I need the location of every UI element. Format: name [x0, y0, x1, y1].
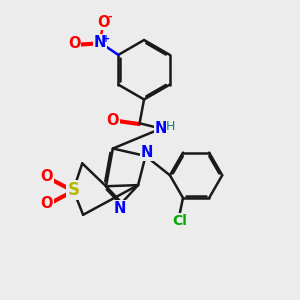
Text: N: N: [114, 201, 127, 216]
Text: O: O: [40, 169, 53, 184]
Text: +: +: [102, 34, 110, 44]
Text: -: -: [108, 12, 112, 22]
Text: O: O: [106, 113, 119, 128]
Text: O: O: [97, 15, 110, 30]
Text: O: O: [40, 196, 53, 211]
Text: H: H: [166, 120, 175, 133]
Text: N: N: [155, 121, 167, 136]
Text: N: N: [141, 145, 153, 160]
Text: Cl: Cl: [172, 214, 187, 227]
Text: N: N: [94, 35, 106, 50]
Text: S: S: [67, 181, 79, 199]
Text: O: O: [68, 36, 80, 51]
